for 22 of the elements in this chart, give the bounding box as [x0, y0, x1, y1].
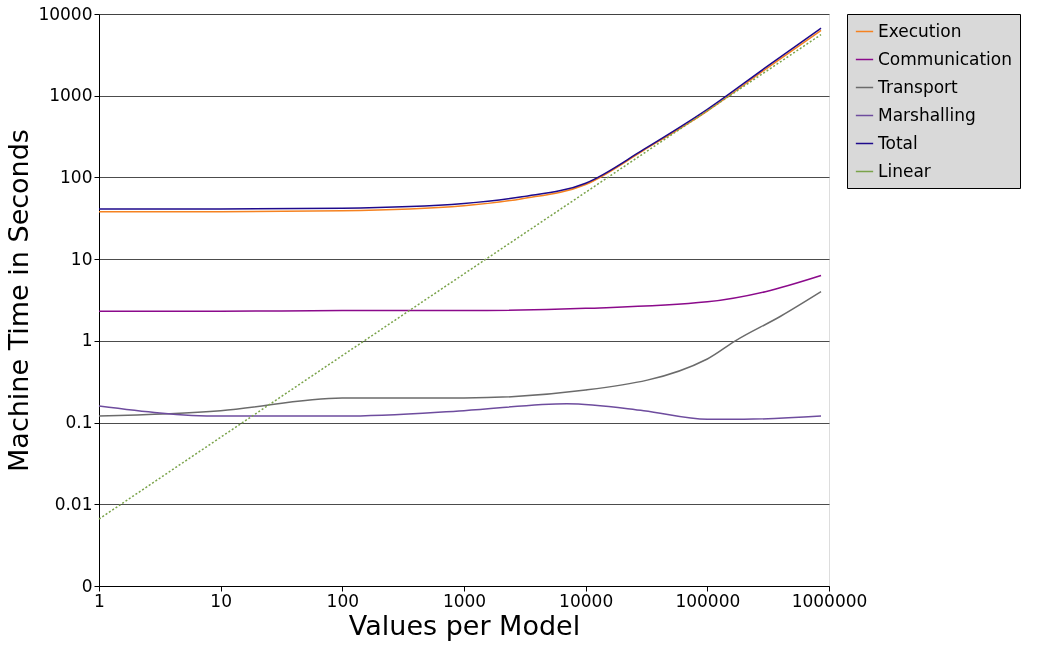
x-axis-title: Values per Model: [348, 609, 581, 641]
x-tick-label: 100: [326, 590, 360, 611]
y-tick-label: 0.1: [65, 412, 93, 433]
x-tick-label: 1000000: [791, 590, 868, 611]
y-tick-label: 0: [81, 575, 93, 596]
legend-label: Linear: [878, 160, 931, 181]
x-tick-label: 1000: [442, 590, 487, 611]
legend-label: Transport: [877, 76, 959, 97]
y-axis-title: Machine Time in Seconds: [3, 129, 35, 472]
y-tick-label: 100: [60, 166, 93, 187]
legend-label: Total: [877, 132, 918, 153]
legend-label: Marshalling: [878, 104, 976, 125]
y-tick-label: 10: [70, 248, 93, 269]
legend-label: Execution: [878, 20, 962, 41]
x-tick-label: 10: [210, 590, 232, 611]
y-tick-label: 0.01: [54, 493, 93, 514]
x-tick-label: 100000: [675, 590, 741, 611]
y-tick-label: 10000: [38, 3, 93, 24]
y-tick-label: 1: [81, 330, 93, 351]
y-tick-label: 1000: [49, 85, 93, 106]
legend-label: Communication: [878, 48, 1012, 69]
x-tick-label: 10000: [559, 590, 614, 611]
